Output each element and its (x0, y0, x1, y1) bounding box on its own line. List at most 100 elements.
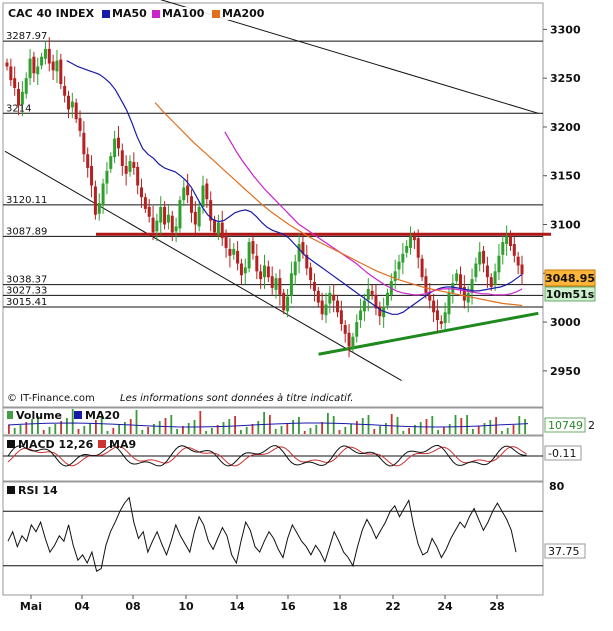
candle-body (332, 294, 336, 301)
volume-bar (414, 425, 416, 434)
volume-bar (263, 412, 265, 434)
candle-body (393, 271, 397, 282)
volume-bar (153, 424, 155, 434)
volume-ma20-line (7, 422, 529, 428)
candle-body (455, 273, 459, 282)
ma200-line (154, 102, 523, 307)
candle-body (424, 276, 428, 293)
candle-body (266, 266, 270, 278)
candle-body (101, 183, 105, 205)
volume-bar (443, 427, 445, 434)
rsi-panel-frame (2, 481, 544, 596)
volume-bar (234, 416, 236, 434)
candle-body (209, 200, 213, 221)
volume-bar (164, 418, 167, 434)
candle-body (205, 183, 209, 200)
candle-body (278, 278, 282, 295)
volume-bar (437, 430, 439, 434)
candle-body (59, 59, 63, 85)
volume-bar (13, 428, 16, 434)
candle-body (220, 222, 224, 239)
candle-body (370, 290, 374, 295)
y-tick-label: 3300 (550, 23, 581, 36)
volume-bar (205, 431, 207, 434)
volume-bar (112, 428, 115, 434)
volume-bar (158, 421, 161, 434)
candle-body (155, 220, 159, 232)
candle-body (366, 288, 370, 300)
volume-bar (251, 424, 254, 434)
candle-body (105, 170, 109, 184)
candle-body (385, 292, 389, 306)
candle-body (82, 132, 86, 155)
volume-bar (124, 422, 126, 434)
legend-macd-signal: MA9 (109, 438, 136, 451)
candle-body (282, 292, 286, 311)
candle-body (124, 165, 128, 174)
candle-body (447, 292, 451, 315)
last-price: 3048.95 (545, 272, 595, 285)
candle-body (508, 236, 512, 246)
volume-bar (408, 428, 410, 434)
candle-body (374, 294, 378, 309)
x-tick-label: 18 (332, 600, 347, 613)
candle-body (416, 238, 420, 258)
volume-bar (309, 428, 312, 434)
candle-body (147, 206, 151, 217)
chart-title: CAC 40 INDEX (8, 7, 95, 20)
ma50-swatch (102, 10, 110, 18)
volume-bar (321, 422, 323, 434)
x-tick-label: 28 (489, 600, 504, 613)
y-tick-label: 3100 (550, 219, 581, 232)
candle-body (55, 60, 59, 72)
candle-body (259, 271, 263, 280)
volume-bar (141, 430, 144, 434)
candle-body (255, 255, 259, 272)
volume-bar (211, 428, 213, 434)
volume-bar (60, 421, 62, 434)
volume-bar (518, 416, 521, 434)
volume-bar (402, 431, 405, 434)
legend-rsi: RSI 14 (18, 484, 58, 497)
candle-body (520, 264, 524, 275)
candle-body (17, 88, 21, 106)
volume-bar (373, 429, 376, 434)
volume-bar (350, 424, 352, 434)
candle-body (136, 166, 140, 186)
candle-body (47, 48, 51, 64)
candle-body (140, 187, 144, 198)
volume-bar (106, 431, 109, 434)
candle-body (405, 245, 409, 253)
rsi-readout-box (544, 543, 586, 559)
candle-body (116, 137, 120, 149)
candle-body (74, 102, 78, 120)
volume-swatch (7, 411, 13, 419)
volume-bar (176, 429, 178, 434)
candle-body (501, 242, 505, 255)
candle-body (66, 95, 70, 110)
candle-body (86, 154, 90, 168)
rsi-line (3, 496, 543, 572)
candle-body (197, 206, 201, 227)
candle-body (343, 325, 347, 334)
price-level-label: 3087.89 (6, 226, 47, 237)
candle-body (239, 263, 243, 276)
volume-bar (147, 427, 149, 434)
volume-bar (483, 423, 486, 434)
last-price-box (544, 269, 596, 287)
candle-body (78, 118, 82, 131)
price-level-label: 3120.11 (6, 195, 47, 206)
volume-bar (95, 420, 97, 434)
volume-bar (454, 415, 457, 434)
macd-lines (3, 444, 543, 467)
candle-body (439, 321, 443, 325)
candle-body (178, 200, 182, 229)
x-tick-label: 16 (280, 600, 296, 613)
candle-body (489, 277, 493, 287)
volume-bar (216, 425, 219, 434)
x-tick-label: 14 (229, 600, 245, 613)
candle-body (193, 211, 197, 225)
volume-bar (332, 416, 335, 434)
legend-volume: Volume (16, 409, 62, 422)
candle-body (412, 236, 416, 241)
